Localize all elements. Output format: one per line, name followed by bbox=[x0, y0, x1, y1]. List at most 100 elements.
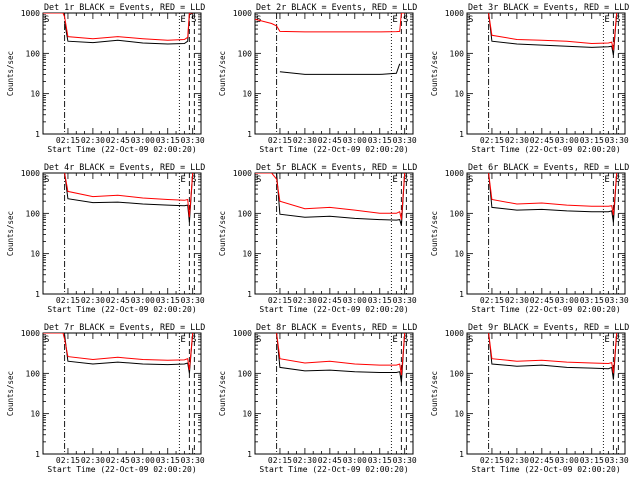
plot-frame bbox=[42, 172, 202, 295]
plot-frame bbox=[254, 12, 414, 135]
end-marker-label: E bbox=[392, 175, 397, 185]
x-tick-label: 02:45 bbox=[318, 136, 342, 145]
x-tick-label: 03:15 bbox=[156, 296, 180, 305]
x-tick-label: 02:15 bbox=[480, 456, 504, 465]
y-tick-label: 100 bbox=[26, 369, 41, 378]
y-tick-label: 1 bbox=[459, 130, 464, 139]
x-axis-label: Start Time (22-Oct-09 02:00:20) bbox=[259, 465, 408, 474]
y-tick-label: 1 bbox=[247, 290, 252, 299]
x-tick-label: 03:15 bbox=[368, 456, 392, 465]
y-tick-label: 1000 bbox=[445, 169, 464, 178]
x-tick-label: 02:45 bbox=[530, 456, 554, 465]
x-tick-label: 03:15 bbox=[156, 456, 180, 465]
detector-panel: Det 1r BLACK = Events, RED = LLD 1 10 100 10… bbox=[6, 2, 205, 154]
panel-title: Det 3r BLACK = Events, RED = LLD bbox=[468, 2, 629, 12]
series-group bbox=[488, 13, 618, 56]
start-marker-label: S bbox=[256, 175, 261, 185]
y-axis-label: Counts/sec bbox=[218, 211, 227, 256]
x-tick-label: 03:00 bbox=[131, 296, 155, 305]
start-marker-label: S bbox=[191, 15, 196, 25]
x-tick-label: 02:45 bbox=[106, 296, 130, 305]
panel-title: Det 9r BLACK = Events, RED = LLD bbox=[468, 322, 629, 332]
start-marker-label: S bbox=[44, 15, 49, 25]
y-tick-label: 10 bbox=[454, 90, 464, 99]
end-marker-label: E bbox=[392, 15, 397, 25]
series-group bbox=[64, 173, 194, 223]
x-tick-label: 02:45 bbox=[318, 456, 342, 465]
events-series-line bbox=[276, 333, 406, 383]
y-tick-label: 100 bbox=[26, 209, 41, 218]
panel-title: Det 6r BLACK = Events, RED = LLD bbox=[468, 162, 629, 172]
detector-panel: Det 7r BLACK = Events, RED = LLD 1 10 100 10… bbox=[6, 322, 205, 474]
y-tick-label: 1000 bbox=[233, 9, 252, 18]
start-marker-label: S bbox=[191, 335, 196, 345]
events-series-line bbox=[276, 173, 406, 226]
x-tick-label: 03:00 bbox=[343, 296, 367, 305]
y-axis-label: Counts/sec bbox=[218, 371, 227, 416]
x-tick-label: 03:30 bbox=[181, 456, 205, 465]
x-tick-label: 02:30 bbox=[293, 136, 317, 145]
x-tick-label: 03:30 bbox=[181, 136, 205, 145]
x-axis-label: Start Time (22-Oct-09 02:00:20) bbox=[471, 305, 620, 314]
start-marker-label: S bbox=[403, 175, 408, 185]
x-tick-label: 03:15 bbox=[580, 136, 604, 145]
plot-frame bbox=[254, 172, 414, 295]
y-tick-label: 1 bbox=[247, 450, 252, 459]
events-series-line bbox=[279, 63, 401, 75]
series-group bbox=[255, 13, 405, 75]
series-group bbox=[488, 333, 618, 380]
x-tick-label: 02:15 bbox=[56, 296, 80, 305]
y-tick-label: 100 bbox=[450, 369, 465, 378]
y-tick-label: 10 bbox=[242, 410, 252, 419]
x-tick-label: 03:30 bbox=[181, 296, 205, 305]
y-tick-label: 10 bbox=[454, 250, 464, 259]
start-marker-label: S bbox=[403, 335, 408, 345]
x-tick-label: 03:30 bbox=[605, 136, 629, 145]
panel-title: Det 2r BLACK = Events, RED = LLD bbox=[256, 2, 417, 12]
plot-frame bbox=[466, 12, 626, 135]
end-marker-label: E bbox=[604, 15, 609, 25]
lld-series-line bbox=[276, 333, 406, 376]
plot-frame bbox=[42, 332, 202, 455]
end-marker-label: E bbox=[604, 335, 609, 345]
detector-panel: Det 9r BLACK = Events, RED = LLD 1 10 100 10… bbox=[430, 322, 629, 474]
events-series-line bbox=[64, 173, 194, 223]
start-marker-label: S bbox=[615, 175, 620, 185]
y-tick-label: 1 bbox=[247, 130, 252, 139]
plot-frame bbox=[466, 332, 626, 455]
panel-title: Det 1r BLACK = Events, RED = LLD bbox=[44, 2, 205, 12]
x-tick-label: 02:45 bbox=[106, 456, 130, 465]
start-marker-label: S bbox=[44, 335, 49, 345]
x-tick-label: 02:15 bbox=[268, 296, 292, 305]
events-series-line bbox=[64, 13, 193, 45]
events-series-line bbox=[488, 13, 618, 56]
series-group bbox=[488, 173, 618, 223]
y-axis-label: Counts/sec bbox=[430, 211, 439, 256]
panel-title: Det 7r BLACK = Events, RED = LLD bbox=[44, 322, 205, 332]
x-tick-label: 03:30 bbox=[393, 456, 417, 465]
x-tick-label: 02:30 bbox=[81, 136, 105, 145]
detector-panel: Det 2r BLACK = Events, RED = LLD 1 10 100 10… bbox=[218, 2, 417, 154]
x-tick-label: 03:15 bbox=[368, 136, 392, 145]
y-tick-label: 1000 bbox=[21, 169, 40, 178]
x-tick-label: 03:15 bbox=[368, 296, 392, 305]
plot-frame bbox=[254, 332, 414, 455]
x-tick-label: 03:00 bbox=[343, 456, 367, 465]
start-marker-label: S bbox=[191, 175, 196, 185]
end-marker-label: E bbox=[604, 175, 609, 185]
detector-panel: Det 6r BLACK = Events, RED = LLD 1 10 100 10… bbox=[430, 162, 629, 314]
y-tick-label: 1 bbox=[459, 290, 464, 299]
end-marker-label: E bbox=[180, 335, 185, 345]
y-tick-label: 1000 bbox=[233, 329, 252, 338]
y-tick-label: 10 bbox=[30, 250, 40, 259]
y-tick-label: 1 bbox=[35, 130, 40, 139]
y-axis-label: Counts/sec bbox=[430, 371, 439, 416]
x-tick-label: 02:15 bbox=[56, 136, 80, 145]
start-marker-label: S bbox=[256, 335, 261, 345]
detector-panel: Det 8r BLACK = Events, RED = LLD 1 10 100 10… bbox=[218, 322, 417, 474]
start-marker-label: S bbox=[615, 335, 620, 345]
series-group bbox=[255, 173, 406, 226]
detector-panel: Det 5r BLACK = Events, RED = LLD 1 10 100 10… bbox=[218, 162, 417, 314]
x-tick-label: 03:00 bbox=[131, 136, 155, 145]
